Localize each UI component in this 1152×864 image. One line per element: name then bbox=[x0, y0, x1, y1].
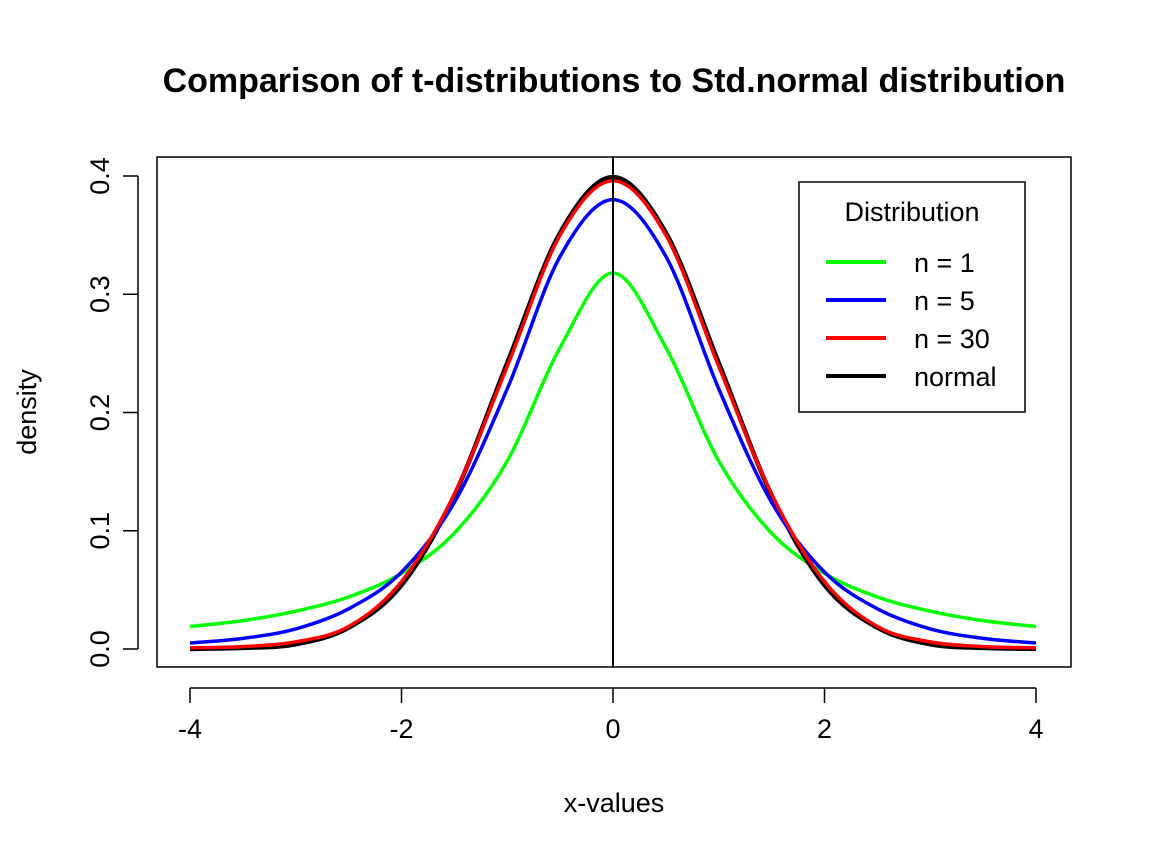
x-tick-label: 4 bbox=[1028, 714, 1043, 744]
y-axis: 0.0 0.1 0.2 0.3 0.4 bbox=[85, 157, 139, 668]
plot-area bbox=[189, 157, 1037, 667]
y-axis-label: density bbox=[12, 369, 42, 455]
x-axis-label: x-values bbox=[564, 788, 665, 818]
x-axis: -4 -2 0 2 4 bbox=[178, 687, 1044, 744]
y-tick-label: 0.3 bbox=[85, 275, 115, 313]
y-tick-label: 0.1 bbox=[85, 512, 115, 550]
legend-box bbox=[798, 181, 1026, 413]
x-tick-label: 2 bbox=[817, 714, 832, 744]
y-tick-label: 0.2 bbox=[85, 394, 115, 432]
legend-label: n = 30 bbox=[914, 324, 990, 354]
x-tick-label: -4 bbox=[178, 714, 202, 744]
legend-items: n = 1 n = 5 n = 30 normal bbox=[826, 248, 997, 392]
legend: Distribution n = 1 n = 5 n = 30 normal bbox=[798, 181, 1026, 413]
y-tick-label: 0.4 bbox=[85, 157, 115, 195]
legend-label: n = 1 bbox=[914, 248, 975, 278]
legend-title: Distribution bbox=[844, 197, 979, 227]
x-tick-label: 0 bbox=[605, 714, 620, 744]
chart-title: Comparison of t-distributions to Std.nor… bbox=[163, 62, 1066, 100]
y-tick-label: 0.0 bbox=[85, 630, 115, 668]
legend-label: n = 5 bbox=[914, 286, 975, 316]
x-tick-label: -2 bbox=[389, 714, 413, 744]
legend-label: normal bbox=[914, 362, 997, 392]
